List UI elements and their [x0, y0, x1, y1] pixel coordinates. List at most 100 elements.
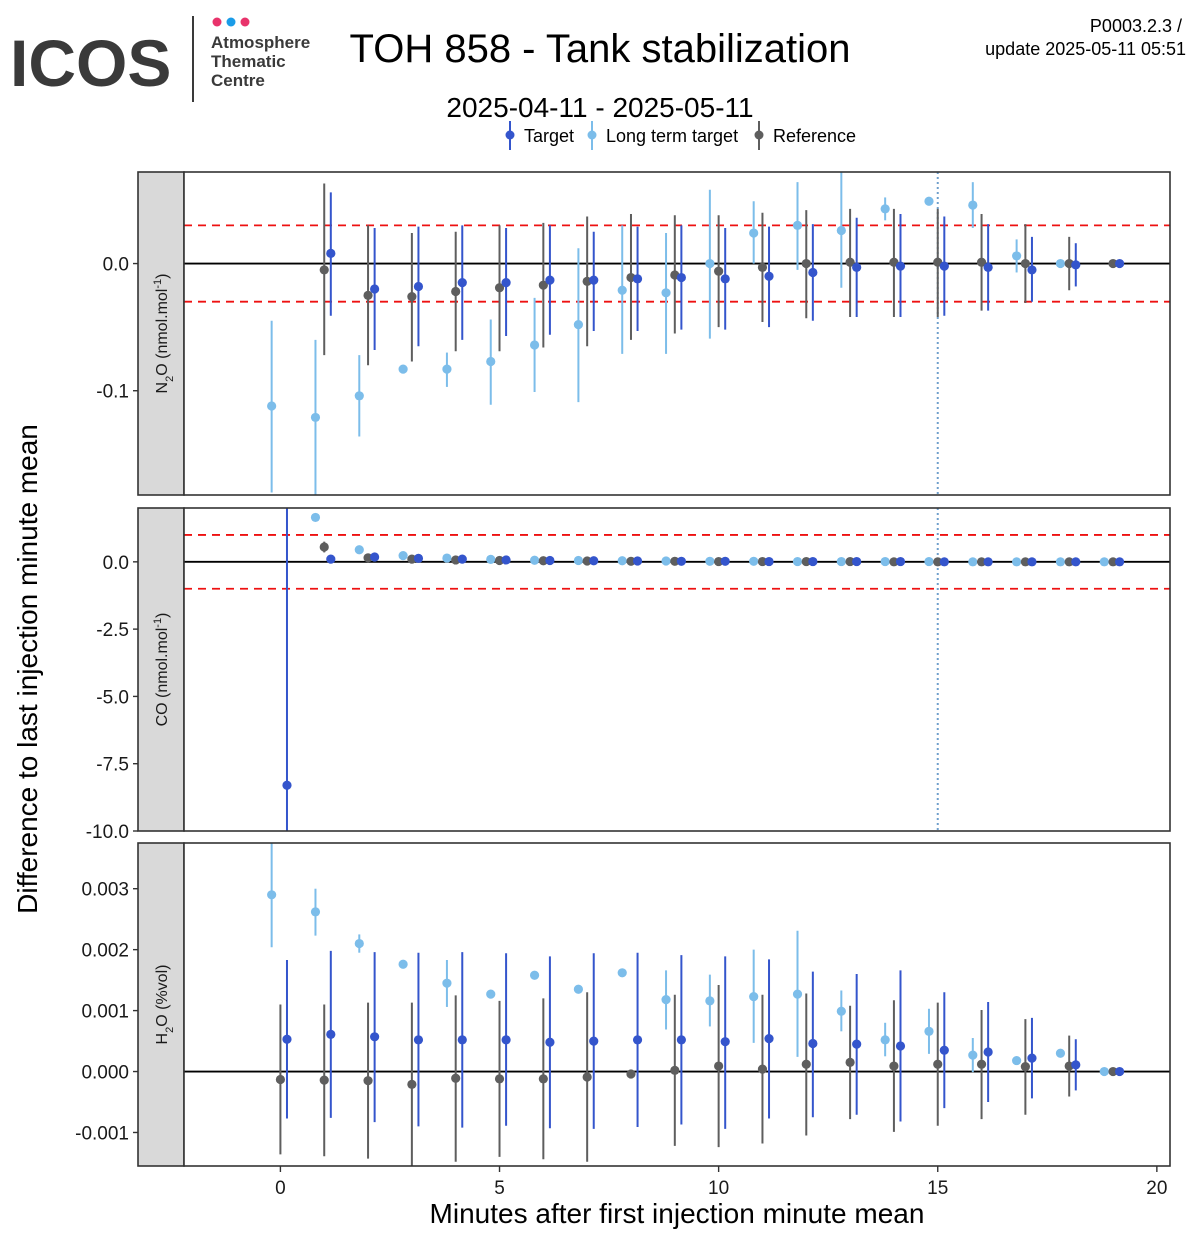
series-target [326, 192, 1125, 351]
data-point [617, 556, 627, 566]
data-point [370, 284, 380, 294]
series-target [282, 508, 1125, 831]
data-point [275, 1074, 286, 1085]
data-point [852, 1039, 862, 1049]
data-point [976, 557, 987, 567]
data-point [398, 364, 408, 374]
data-point [501, 555, 511, 565]
data-point [845, 257, 855, 267]
x-tick-label: 0 [275, 1178, 286, 1199]
data-point [582, 556, 592, 566]
data-point [354, 391, 364, 401]
version-label: P0003.2.3 / [1090, 16, 1182, 36]
data-point [976, 257, 987, 267]
data-point [589, 1036, 599, 1046]
data-point [836, 556, 846, 567]
data-point [589, 556, 599, 566]
data-point [1108, 1066, 1118, 1077]
data-point [852, 262, 862, 272]
data-point [457, 1035, 467, 1045]
data-point [983, 262, 993, 272]
strip-background [137, 171, 185, 496]
y-tick-label: -7.5 [96, 755, 129, 776]
data-point [582, 1072, 592, 1082]
data-point [1027, 265, 1037, 275]
data-point [1071, 557, 1081, 567]
data-point [1071, 260, 1081, 270]
data-point [705, 996, 715, 1006]
data-point [880, 204, 890, 214]
data-point [968, 200, 978, 210]
data-point [486, 554, 496, 565]
data-point [661, 995, 671, 1005]
data-point [983, 557, 993, 567]
data-point [626, 1069, 636, 1079]
data-point [1020, 258, 1030, 269]
series-reference [275, 984, 1118, 1166]
data-point [1020, 1062, 1030, 1072]
data-point [1071, 1060, 1081, 1070]
logo-word: ICOS [10, 26, 171, 100]
panel-frame [183, 171, 1171, 496]
data-point [538, 1074, 548, 1084]
strip-label: N2O (nmol.mol-1) [152, 274, 176, 394]
data-point [933, 557, 943, 567]
series-long-term-target [267, 843, 1109, 1077]
plot-area [184, 172, 1170, 495]
data-point [749, 228, 759, 238]
y-tick-label: -2.5 [96, 620, 129, 641]
data-point [801, 1059, 811, 1069]
data-point [413, 1035, 424, 1045]
legend-key-reference-dot [754, 130, 764, 140]
logo-divider [192, 16, 194, 102]
plot-area [184, 508, 1170, 831]
legend-key-target-dot [505, 130, 515, 140]
data-point [1115, 557, 1125, 567]
data-point [501, 1035, 511, 1045]
data-point [310, 412, 321, 423]
x-tick-label: 10 [708, 1178, 729, 1199]
data-point [670, 556, 680, 566]
data-point [895, 261, 906, 271]
data-point [705, 556, 715, 566]
data-point [538, 280, 548, 290]
legend-key-long-term-dot [587, 130, 597, 140]
data-point [398, 959, 408, 969]
x-axis-title: Minutes after first injection minute mea… [430, 1198, 925, 1229]
data-point [889, 557, 899, 567]
data-point [1012, 557, 1022, 567]
data-point [494, 555, 505, 566]
data-point [442, 364, 452, 374]
plot-area [184, 843, 1170, 1166]
data-point [589, 275, 599, 285]
y-tick-label: 0.002 [81, 941, 129, 962]
data-point [676, 1035, 686, 1045]
data-point [626, 556, 636, 566]
data-point [939, 1045, 949, 1055]
y-tick-label: -0.001 [75, 1123, 129, 1144]
data-point [676, 272, 686, 283]
data-point [764, 556, 774, 567]
data-point [714, 1061, 724, 1071]
data-point [326, 554, 336, 564]
data-point [398, 551, 408, 561]
y-axis-title: Difference to last injection minute mean [12, 424, 43, 914]
panel-background [184, 172, 1170, 495]
data-point [889, 1061, 899, 1071]
legend-label-long-term-target: Long term target [606, 126, 738, 146]
data-point [457, 554, 467, 564]
y-tick-label: 0.001 [81, 1002, 129, 1023]
x-tick-label: 5 [494, 1178, 505, 1199]
data-point [968, 557, 978, 567]
data-point [1108, 557, 1118, 567]
data-point [363, 290, 373, 300]
data-point [282, 780, 292, 790]
data-point [939, 261, 949, 271]
data-point [1108, 258, 1118, 269]
legend-item-target: Target [505, 121, 574, 150]
data-point [486, 356, 496, 367]
data-point [845, 556, 855, 567]
x-axis: 0 5 10 15 20 [275, 1166, 1167, 1199]
data-point [836, 225, 846, 236]
data-point [457, 278, 467, 288]
